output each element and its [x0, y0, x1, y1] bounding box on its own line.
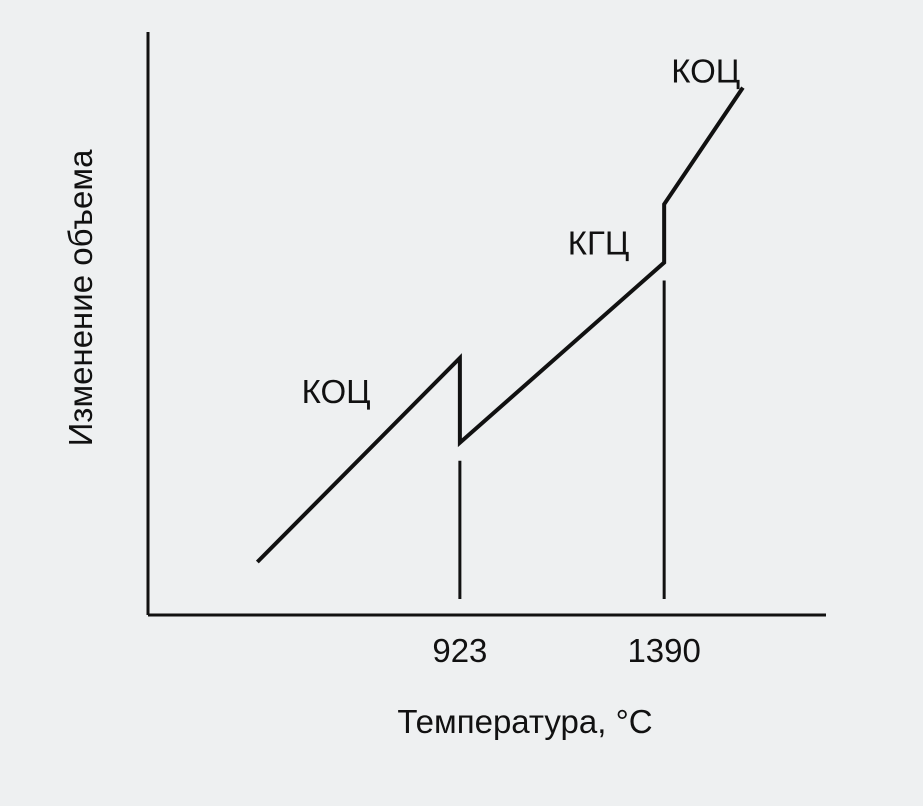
marker-lines [458, 280, 666, 599]
phase-label-0: КОЦ [302, 373, 371, 410]
x-tick-labels: 923 1390 [432, 632, 701, 669]
y-axis-label: Изменение объема [62, 149, 99, 446]
series-group [255, 86, 745, 564]
x-axis-label: Температура, °С [397, 703, 652, 740]
phase-label-1: КГЦ [568, 225, 630, 262]
x-tick-label-923: 923 [432, 632, 487, 669]
phase-label-2: КОЦ [671, 52, 740, 89]
x-tick-label-1390: 1390 [627, 632, 700, 669]
phase-labels: КОЦ КГЦ КОЦ [302, 52, 741, 410]
axes [146, 32, 826, 617]
series-line-0 [255, 86, 745, 564]
